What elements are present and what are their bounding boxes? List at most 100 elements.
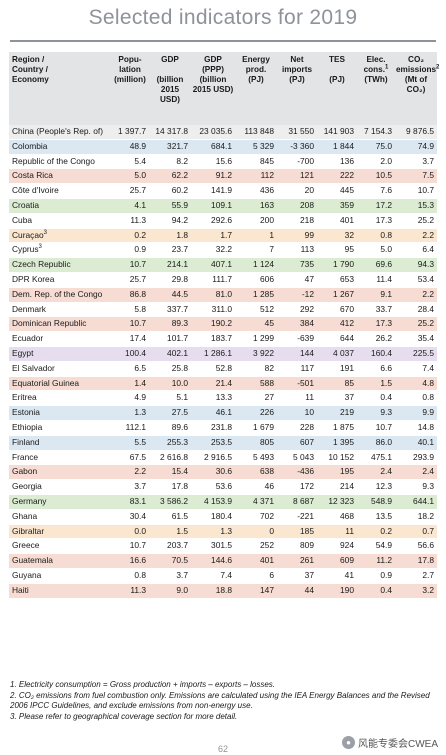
cell-value: -221 [277, 509, 317, 525]
cell-value: 82 [235, 361, 277, 377]
cell-value: 191 [317, 361, 357, 377]
table-row: Finland 5.5 255.3 253.5 805 607 1 395 86.0 40.1 [9, 435, 437, 451]
cell-value: 8.2 [149, 154, 191, 170]
table-row: Guyana 0.8 3.7 7.4 6 37 41 0.9 2.7 [9, 568, 437, 584]
cell-value: 17.4 [111, 331, 149, 347]
cell-value: 228 [277, 420, 317, 436]
cell-value: 402.1 [149, 346, 191, 362]
cell-value: 136 [317, 154, 357, 170]
country-name: Equatorial Guinea [9, 376, 111, 392]
footnote-marker: 2 [436, 64, 440, 71]
cell-value: 190 [317, 583, 357, 599]
table-row: El Salvador 6.5 25.8 52.8 82 117 191 6.6 7.4 [9, 361, 437, 377]
cell-value: 1.3 [111, 405, 149, 421]
cell-value: 6.5 [111, 361, 149, 377]
cell-value: 3.7 [111, 479, 149, 495]
cell-value: -3 360 [277, 139, 317, 155]
cell-value: 13.5 [357, 509, 395, 525]
table-row: DPR Korea 25.7 29.8 111.7 606 47 653 11.4 53.4 [9, 272, 437, 288]
cell-value: 0.8 [111, 568, 149, 584]
cell-value: 89.6 [149, 420, 191, 436]
cell-value: 86.0 [357, 435, 395, 451]
cell-value: 7.4 [191, 568, 235, 584]
cell-value: 53.4 [395, 272, 437, 288]
cell-value: 190.2 [191, 316, 235, 333]
table-row: Estonia 1.3 27.5 46.1 226 10 219 9.3 9.9 [9, 405, 437, 421]
cell-value: 40.1 [395, 435, 437, 451]
cell-value: 0 [235, 524, 277, 540]
cell-value: 9.3 [357, 405, 395, 421]
cell-value: 30.6 [191, 464, 235, 481]
cell-value: 91.2 [191, 168, 235, 185]
cell-value: 1.5 [149, 524, 191, 540]
cell-value: 32 [317, 228, 357, 244]
cell-value: 144 [277, 346, 317, 362]
cell-value: 255.3 [149, 435, 191, 451]
table-row: Ghana 30.4 61.5 180.4 702 -221 468 13.5 18.2 [9, 509, 437, 525]
cell-value: 27 [235, 390, 277, 407]
watermark-text: 风能专委会CWEA [358, 739, 438, 750]
cell-value: 638 [235, 464, 277, 481]
country-name: Czech Republic [9, 257, 111, 273]
cell-value: 101.7 [149, 331, 191, 347]
cell-value: 2.4 [357, 464, 395, 481]
table-row: Colombia 48.9 321.7 684.1 5 329 -3 360 1 844 75… [9, 139, 437, 155]
wechat-icon: ● [342, 736, 355, 749]
cell-value: 5.0 [111, 168, 149, 185]
header-col-4: Energy prod. (PJ) [235, 52, 277, 125]
country-name: Croatia [9, 198, 111, 214]
country-name: Guyana [9, 568, 111, 584]
cell-value: 1.4 [111, 376, 149, 392]
country-name: Egypt [9, 346, 111, 362]
table-row: Curaçao3 0.2 1.8 1.7 1 99 32 0.8 2.2 [9, 228, 437, 244]
cell-value: 5.1 [149, 390, 191, 407]
table-row: Republic of the Congo 5.4 8.2 15.6 845 -700 13… [9, 154, 437, 170]
cell-value: 401 [235, 553, 277, 569]
cell-value: 16.6 [111, 553, 149, 569]
cell-value: 10.0 [149, 376, 191, 392]
cell-value: 25.2 [395, 213, 437, 229]
cell-value: 9.1 [357, 287, 395, 303]
table-row: France 67.5 2 616.8 2 916.5 5 493 5 043 10 152… [9, 450, 437, 466]
cell-value: 735 [277, 257, 317, 273]
cell-value: 292.6 [191, 213, 235, 229]
cell-value: 160.4 [357, 346, 395, 362]
cell-value: 195 [317, 464, 357, 481]
cell-value: 25.7 [111, 272, 149, 288]
cell-value: 185 [277, 524, 317, 540]
cell-value: 653 [317, 272, 357, 288]
table-row: China (People's Rep. of) 1 397.7 14 317.8 2… [9, 125, 437, 140]
table-row: Denmark 5.8 337.7 311.0 512 292 670 33.7 28.4 [9, 302, 437, 318]
cell-value: 141.9 [191, 183, 235, 199]
cell-value: 253.5 [191, 435, 235, 451]
cell-value: 81.0 [191, 287, 235, 303]
header-region: Region / Country / Economy [9, 52, 111, 125]
table-row: Dem. Rep. of the Congo 86.8 44.5 81.0 1 285-… [9, 287, 437, 303]
cell-value: 17.3 [357, 213, 395, 229]
table-row: Egypt 100.4 402.1 1 286.1 3 922 144 4 037 160.4… [9, 346, 437, 362]
cell-value: 292 [277, 302, 317, 318]
title-divider [10, 40, 436, 42]
country-name: Guatemala [9, 553, 111, 569]
cell-value: 231.8 [191, 420, 235, 436]
footnote-marker: 3 [38, 244, 42, 251]
cell-value: 2.2 [395, 287, 437, 303]
cell-value: 644 [317, 331, 357, 347]
cell-value: 1.5 [357, 376, 395, 392]
cell-value: 1 124 [235, 257, 277, 273]
cell-value: 436 [235, 183, 277, 199]
cell-value: 219 [317, 405, 357, 421]
cell-value: 85 [317, 376, 357, 392]
cell-value: 5.5 [111, 435, 149, 451]
header-col-7: Elec. cons.1 (TWh) [357, 52, 395, 125]
cell-value: 7.5 [395, 168, 437, 185]
cell-value: 15.3 [395, 198, 437, 214]
cell-value: 25.2 [395, 316, 437, 333]
country-name: Cuba [9, 213, 111, 229]
table-row: Czech Republic 10.7 214.1 407.1 1 124 735 1 79… [9, 257, 437, 273]
cell-value: 5 329 [235, 139, 277, 155]
country-name: DPR Korea [9, 272, 111, 288]
cell-value: 7 154.3 [357, 125, 395, 140]
cell-value: 31 550 [277, 125, 317, 140]
cell-value: 62.2 [149, 168, 191, 185]
